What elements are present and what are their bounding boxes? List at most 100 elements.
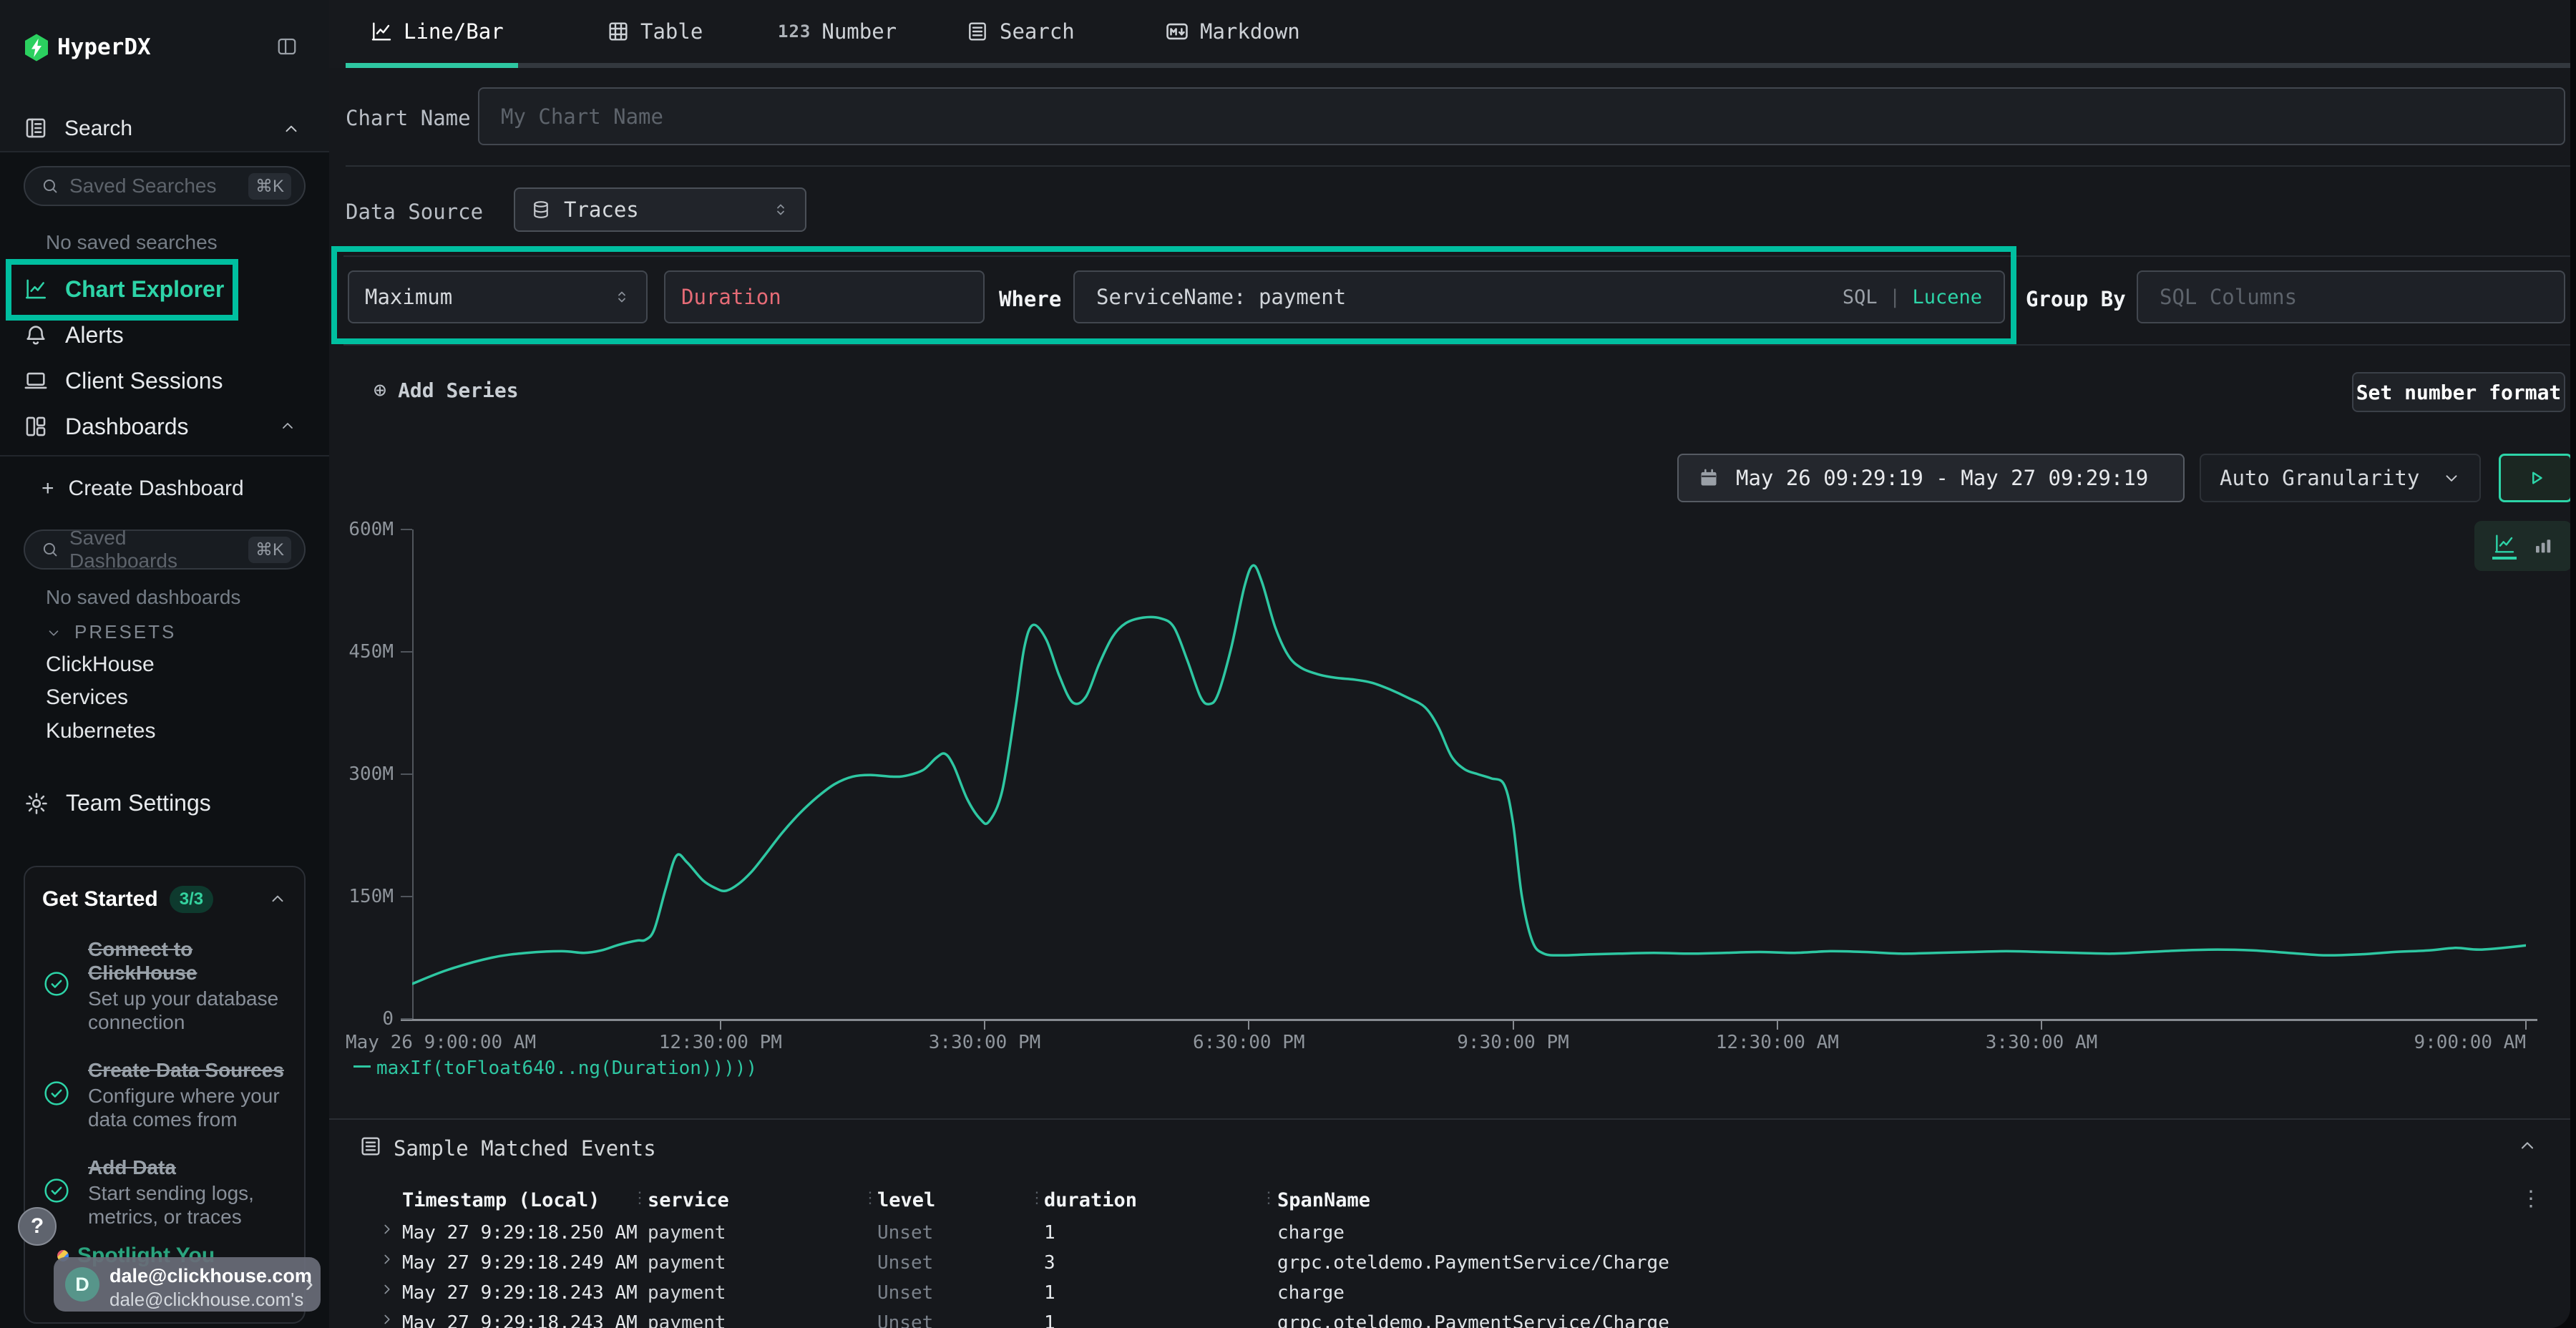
data-source-select[interactable]: Traces (514, 187, 806, 232)
expand-row-icon[interactable] (379, 1221, 395, 1241)
table-cell[interactable]: Unset (877, 1252, 933, 1274)
table-cell[interactable]: grpc.oteldemo.PaymentService/Charge (1277, 1312, 1669, 1328)
shortcut-badge: ⌘K (248, 173, 291, 200)
table-cell[interactable]: payment (648, 1222, 726, 1244)
bar-chart-icon[interactable] (2532, 535, 2554, 557)
column-resize-handle[interactable]: ⋮ (1029, 1189, 1045, 1207)
create-dashboard-button[interactable]: + Create Dashboard (42, 477, 244, 501)
table-cell[interactable]: 1 (1044, 1222, 1055, 1244)
table-cell[interactable]: 1 (1044, 1282, 1055, 1304)
tab-table[interactable]: Table (607, 0, 703, 63)
y-tick-mark (401, 1018, 412, 1020)
tab-search[interactable]: Search (966, 0, 1075, 63)
saved-dashboards-input[interactable]: Saved Dashboards ⌘K (24, 529, 306, 570)
y-tick-label: 450M (329, 641, 394, 663)
legend-label[interactable]: maxIf(toFloat640..ng(Duration))))) (376, 1058, 757, 1079)
get-started-item-2[interactable]: Create Data SourcesConfigure where your … (42, 1058, 287, 1131)
expand-row-icon[interactable] (379, 1281, 395, 1301)
preset-item-kubernetes[interactable]: Kubernetes (46, 719, 155, 743)
chevron-up-icon[interactable] (268, 890, 287, 909)
y-tick-mark (401, 896, 412, 897)
table-cell[interactable]: charge (1277, 1282, 1345, 1304)
column-header-duration[interactable]: duration (1044, 1189, 1137, 1211)
active-tab-underline (346, 63, 518, 68)
expand-row-icon[interactable] (379, 1251, 395, 1271)
gear-icon (24, 791, 49, 816)
tab-line-bar[interactable]: Line/Bar (370, 0, 504, 63)
divider (343, 255, 2570, 257)
tab-markdown[interactable]: Markdown (1165, 0, 1300, 63)
help-button[interactable]: ? (18, 1207, 57, 1246)
where-label: Where (999, 287, 1061, 311)
divider (343, 344, 2570, 346)
table-cell[interactable]: Unset (877, 1312, 933, 1328)
table-cell[interactable]: Unset (877, 1282, 933, 1304)
table-cell[interactable]: payment (648, 1282, 726, 1304)
preset-item-clickhouse[interactable]: ClickHouse (46, 653, 155, 677)
collapse-events-icon[interactable] (2517, 1136, 2537, 1156)
sidebar-item-alerts[interactable]: Alerts (0, 312, 329, 358)
table-cell[interactable]: 1 (1044, 1312, 1055, 1328)
sidebar-item-dashboards[interactable]: Dashboards (0, 404, 329, 449)
line-chart[interactable]: 0150M300M450M600M May 26 9:00:00 AM12:30… (412, 529, 2526, 1019)
plus-icon: + (42, 477, 54, 501)
no-saved-dashboards-text: No saved dashboards (46, 586, 240, 609)
aggregation-select[interactable]: Maximum (348, 270, 648, 323)
table-cell[interactable]: Unset (877, 1222, 933, 1244)
table-cell[interactable]: grpc.oteldemo.PaymentService/Charge (1277, 1252, 1669, 1274)
set-number-format-button[interactable]: Set number format (2352, 372, 2565, 412)
column-header-service[interactable]: service (648, 1189, 729, 1211)
collapse-sidebar-icon[interactable] (275, 36, 299, 57)
y-tick-label: 300M (329, 763, 394, 785)
expand-row-icon[interactable] (379, 1312, 395, 1328)
table-cell[interactable]: May 27 9:29:18.249 AM (402, 1252, 638, 1274)
column-header-spanname[interactable]: SpanName (1277, 1189, 1370, 1211)
table-cell[interactable]: May 27 9:29:18.243 AM (402, 1312, 638, 1328)
chart-canvas (412, 529, 2526, 1019)
run-query-button[interactable] (2499, 454, 2570, 502)
add-series-button[interactable]: ⊕ Add Series (374, 378, 519, 403)
column-resize-handle[interactable]: ⋮ (862, 1189, 878, 1207)
chevron-up-icon[interactable] (282, 120, 301, 139)
presets-header[interactable]: PRESETS (46, 621, 176, 643)
table-cell[interactable]: charge (1277, 1222, 1345, 1244)
group-by-input[interactable] (2137, 270, 2565, 323)
user-subtitle: dale@clickhouse.com's (109, 1289, 303, 1311)
column-resize-handle[interactable]: ⋮ (1261, 1189, 1277, 1207)
x-tick-label: 3:30:00 PM (929, 1032, 1041, 1053)
sidebar-item-client-sessions[interactable]: Client Sessions (0, 358, 329, 404)
tab-number[interactable]: 123Number (778, 0, 897, 63)
get-started-item-3[interactable]: Add DataStart sending logs, metrics, or … (42, 1156, 287, 1229)
saved-dashboards-placeholder: Saved Dashboards (69, 527, 238, 572)
sidebar-item-team-settings[interactable]: Team Settings (24, 790, 211, 816)
get-started-badge: 3/3 (170, 886, 213, 913)
chart-name-input[interactable] (478, 87, 2565, 145)
granularity-select[interactable]: Auto Granularity (2200, 454, 2481, 502)
data-source-label: Data Source (346, 200, 483, 224)
date-range-picker[interactable]: May 26 09:29:19 - May 27 09:29:19 (1677, 454, 2185, 502)
sidebar-section-search[interactable]: Search (64, 117, 132, 141)
table-cell[interactable]: May 27 9:29:18.250 AM (402, 1222, 638, 1244)
field-select[interactable]: Duration (664, 270, 985, 323)
preset-item-services[interactable]: Services (46, 685, 128, 710)
get-started-item-1[interactable]: Connect to ClickHouseSet up your databas… (42, 937, 287, 1034)
table-cell[interactable]: May 27 9:29:18.243 AM (402, 1282, 638, 1304)
column-resize-handle[interactable]: ⋮ (632, 1189, 648, 1207)
column-header-timestamp-local-[interactable]: Timestamp (Local) (402, 1189, 600, 1211)
divider (346, 165, 2570, 167)
sidebar-item-chart-explorer[interactable]: Chart Explorer (0, 266, 329, 312)
table-cell[interactable]: payment (648, 1252, 726, 1274)
where-input[interactable]: ServiceName: payment (1096, 285, 1346, 309)
x-tick-label: 12:30:00 AM (1716, 1032, 1839, 1053)
column-header-level[interactable]: level (877, 1189, 935, 1211)
check-circle-icon (42, 1176, 71, 1209)
query-language-toggle[interactable]: SQL | Lucene (1843, 286, 1982, 308)
brand-title: HyperDX (57, 34, 151, 60)
saved-searches-input[interactable]: Saved Searches ⌘K (24, 166, 306, 206)
events-menu-icon[interactable]: ⋮ (2520, 1186, 2542, 1211)
x-tick-label: 9:00:00 AM (2414, 1032, 2526, 1053)
table-cell[interactable]: payment (648, 1312, 726, 1328)
table-cell[interactable]: 3 (1044, 1252, 1055, 1274)
user-menu[interactable]: D dale@clickhouse.com dale@clickhouse.co… (54, 1257, 321, 1312)
search-section-icon (24, 116, 48, 140)
